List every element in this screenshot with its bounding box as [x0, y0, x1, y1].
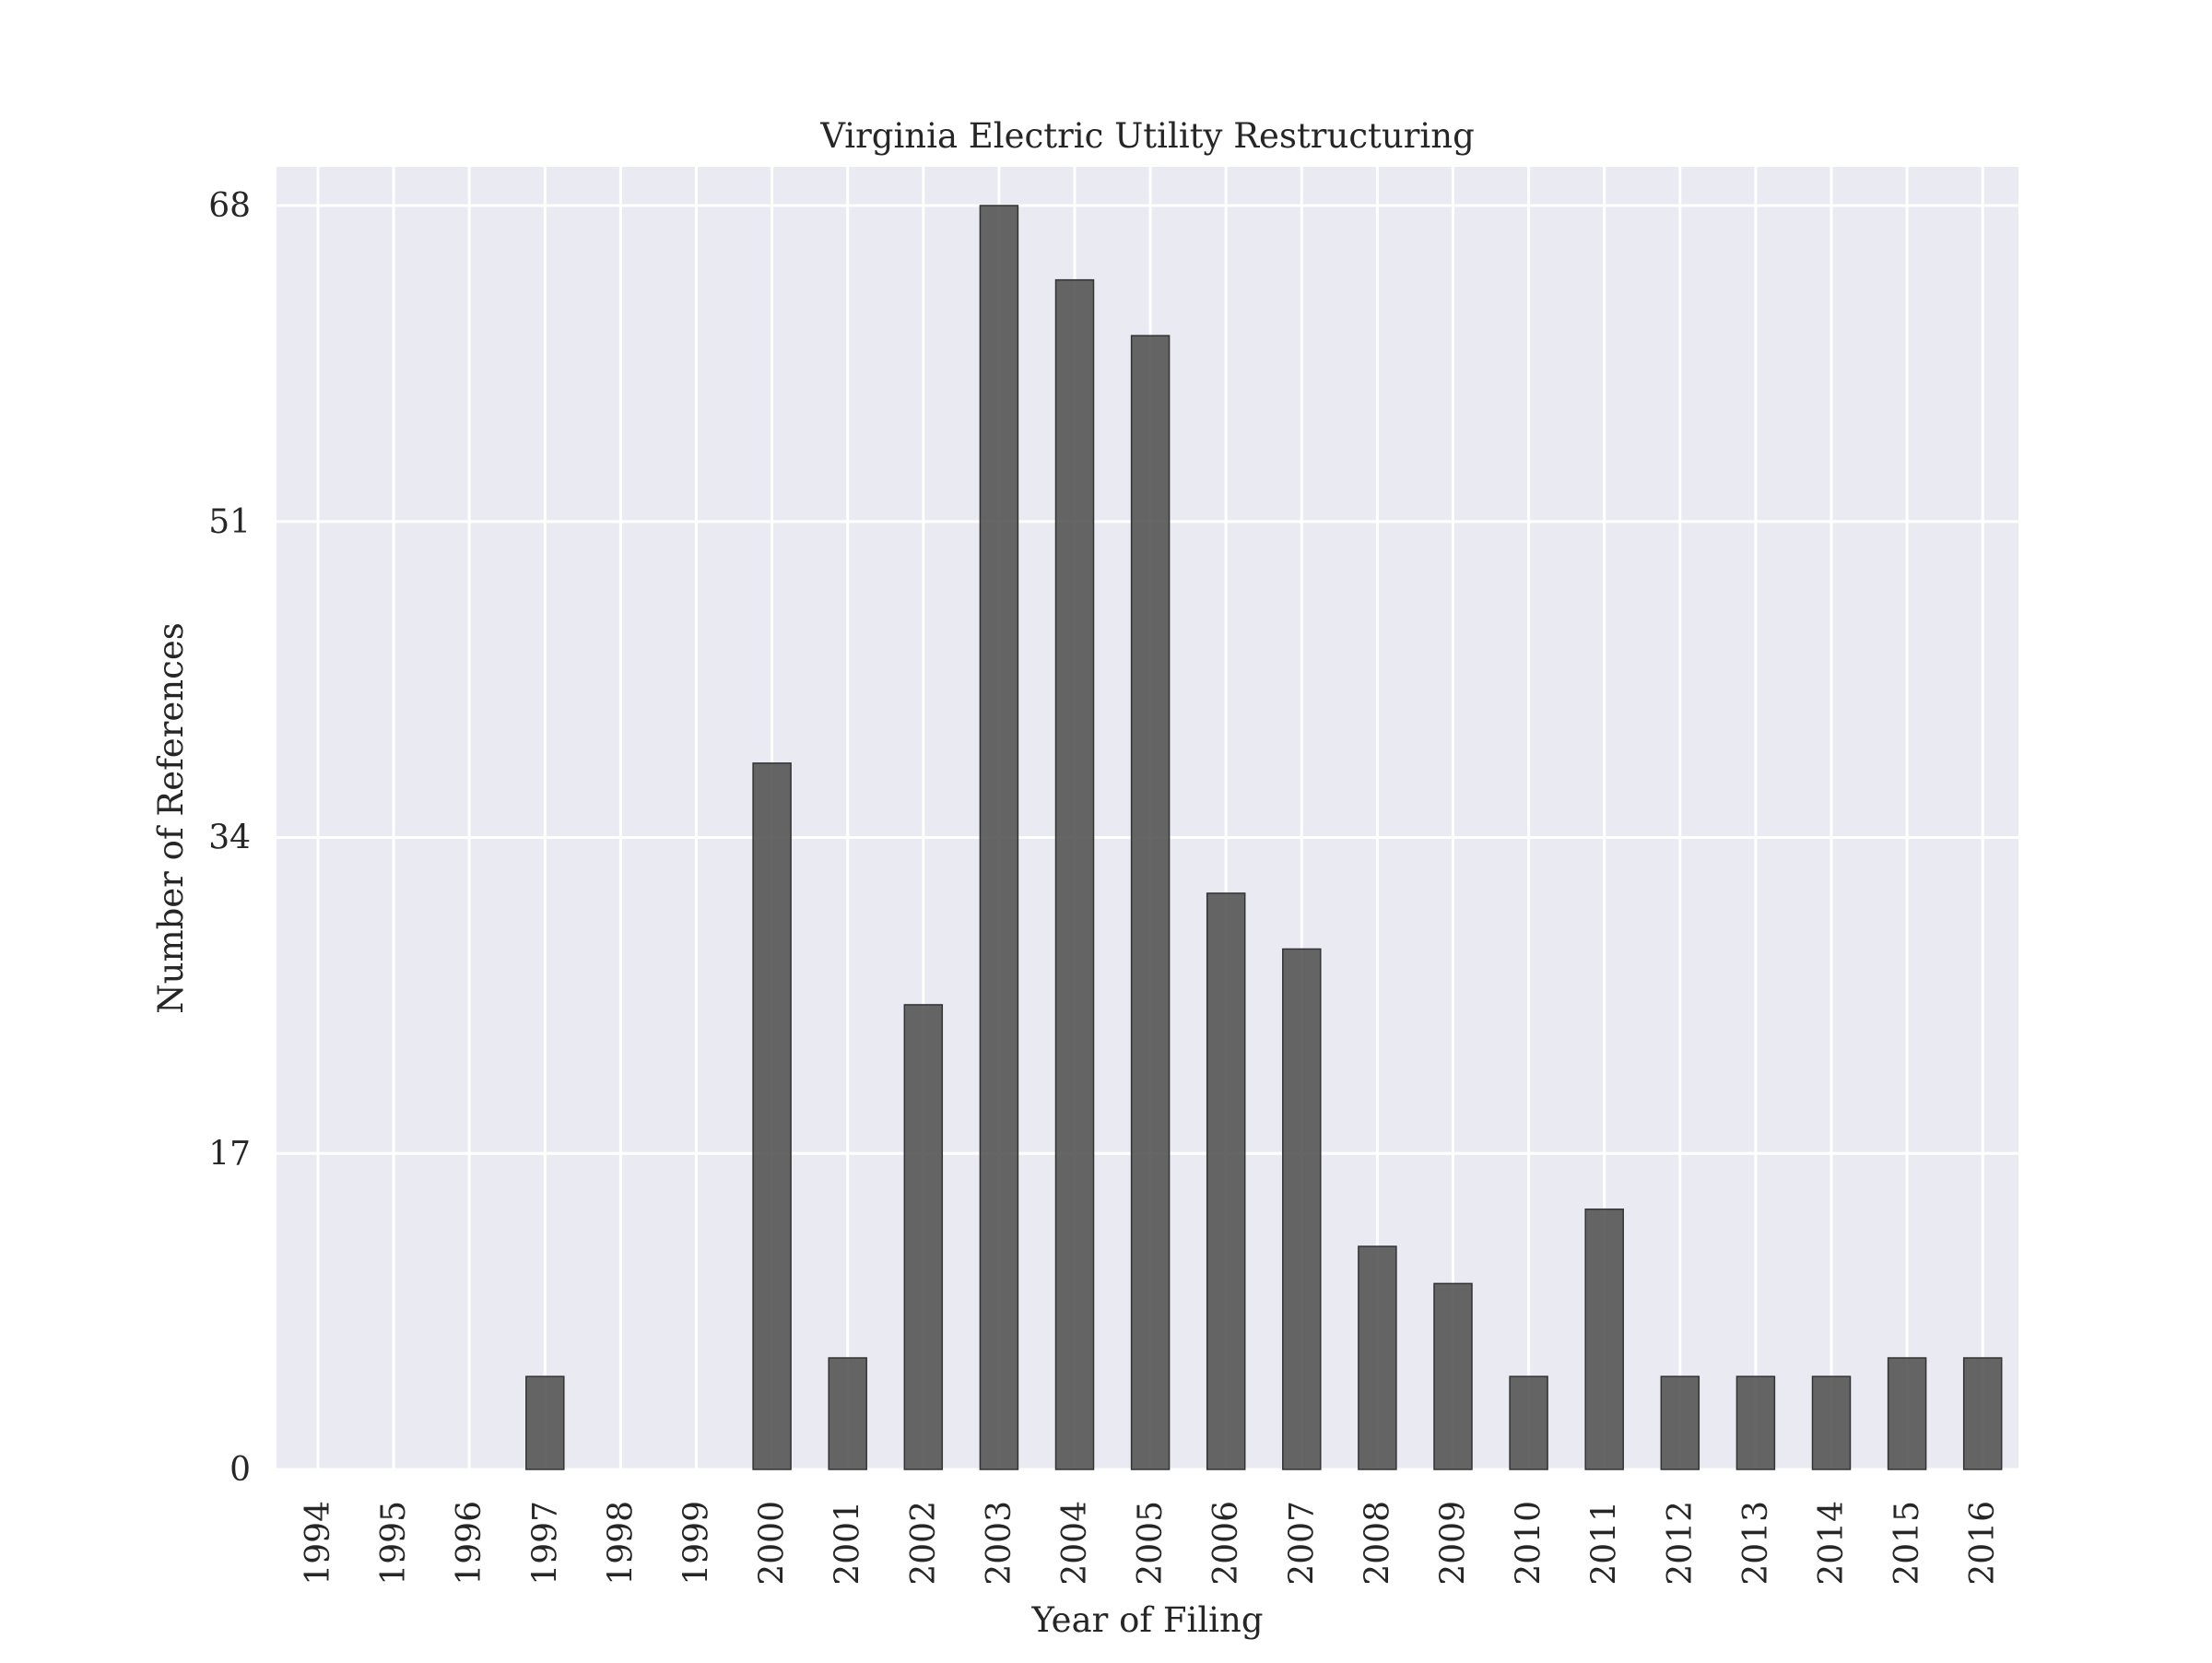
y-tick-label: 34 [208, 820, 251, 857]
x-tick-label: 2015 [1888, 1501, 1926, 1586]
x-tick-label: 2005 [1132, 1501, 1170, 1586]
x-tick-label: 2011 [1586, 1501, 1624, 1586]
bar-2007 [1282, 948, 1322, 1470]
x-tick-label: 2004 [1056, 1501, 1094, 1586]
x-tick-label: 1998 [602, 1501, 640, 1586]
x-tick-labels: 1994 1995 1996 1997 1998 1999 2000 2001 2002 2003… [300, 1501, 2002, 1586]
bars [525, 205, 2003, 1470]
x-tick-label: 2009 [1435, 1501, 1473, 1586]
bar-2003 [979, 205, 1019, 1470]
x-axis-label: Year of Filing [1030, 1600, 1263, 1640]
y-tick-label: 0 [229, 1451, 251, 1489]
y-tick-label: 17 [208, 1135, 251, 1173]
bar-2001 [828, 1357, 867, 1470]
bar-2005 [1130, 335, 1171, 1470]
x-tick-label: 2014 [1813, 1501, 1851, 1586]
x-tick-label: 1995 [375, 1501, 413, 1586]
bar-2016 [1962, 1357, 2003, 1470]
bar-2004 [1054, 278, 1095, 1470]
x-tick-label: 2000 [754, 1501, 792, 1586]
bar-2012 [1660, 1375, 1700, 1470]
y-axis-label: Number of References [151, 622, 191, 1013]
y-tick-label: 51 [208, 503, 251, 541]
bar-2009 [1433, 1282, 1473, 1470]
x-tick-label: 2010 [1511, 1501, 1548, 1586]
x-tick-label: 2007 [1283, 1501, 1321, 1586]
x-tick-label: 2016 [1964, 1501, 2002, 1586]
bar-2000 [752, 762, 792, 1470]
x-tick-label: 1997 [526, 1501, 564, 1586]
bar-2008 [1358, 1245, 1397, 1470]
bar-2011 [1584, 1208, 1624, 1470]
chart-title: Virginia Electric Utility Restructuring [819, 116, 1475, 156]
x-tick-label: 1996 [451, 1501, 488, 1586]
bar-2014 [1811, 1375, 1852, 1470]
bar-2006 [1206, 892, 1246, 1470]
x-tick-label: 2002 [905, 1501, 943, 1586]
bar-2010 [1509, 1375, 1548, 1470]
x-tick-label: 1994 [300, 1501, 337, 1586]
x-tick-label: 2012 [1662, 1501, 1700, 1586]
bar-1997 [525, 1375, 565, 1470]
x-tick-label: 2006 [1207, 1501, 1245, 1586]
y-tick-label: 68 [208, 187, 251, 225]
y-tick-labels: 0 17 34 51 68 [208, 187, 251, 1489]
bar-2015 [1887, 1357, 1927, 1470]
x-tick-label: 2001 [830, 1501, 867, 1586]
x-tick-label: 2003 [981, 1501, 1018, 1586]
x-tick-label: 2008 [1359, 1501, 1396, 1586]
bar-2002 [903, 1004, 944, 1470]
x-tick-label: 1999 [678, 1501, 716, 1586]
bar-2013 [1735, 1375, 1776, 1470]
x-tick-label: 2013 [1737, 1501, 1775, 1586]
